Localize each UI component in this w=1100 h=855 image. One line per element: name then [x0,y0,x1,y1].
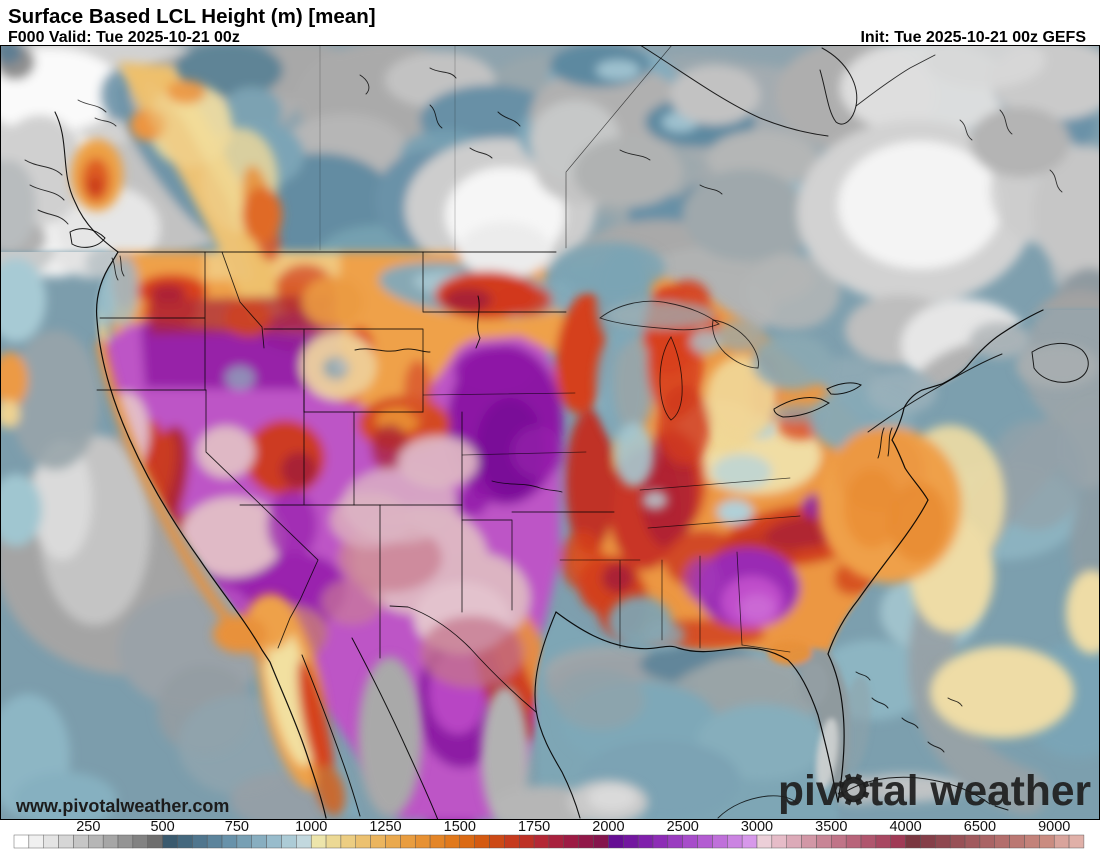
svg-text:9000: 9000 [1038,819,1070,835]
svg-text:piv: piv [778,768,840,815]
svg-text:2500: 2500 [667,819,699,835]
svg-text:3000: 3000 [741,819,773,835]
svg-text:F000 Valid: Tue 2025-10-21 00z: F000 Valid: Tue 2025-10-21 00z [8,29,240,46]
svg-text:3500: 3500 [815,819,847,835]
svg-text:tal weather: tal weather [869,768,1091,815]
svg-text:2000: 2000 [592,819,624,835]
svg-text:1500: 1500 [444,819,476,835]
svg-text:1250: 1250 [369,819,401,835]
svg-text:250: 250 [76,819,100,835]
svg-text:6500: 6500 [964,819,996,835]
svg-text:www.pivotalweather.com: www.pivotalweather.com [15,796,229,816]
svg-text:Init: Tue 2025-10-21 00z GEFS: Init: Tue 2025-10-21 00z GEFS [860,29,1086,46]
svg-text:Surface Based LCL Height (m) [: Surface Based LCL Height (m) [mean] [8,5,376,28]
svg-text:500: 500 [150,819,174,835]
svg-text:1750: 1750 [518,819,550,835]
svg-text:4000: 4000 [889,819,921,835]
svg-text:1000: 1000 [295,819,327,835]
svg-text:750: 750 [225,819,249,835]
